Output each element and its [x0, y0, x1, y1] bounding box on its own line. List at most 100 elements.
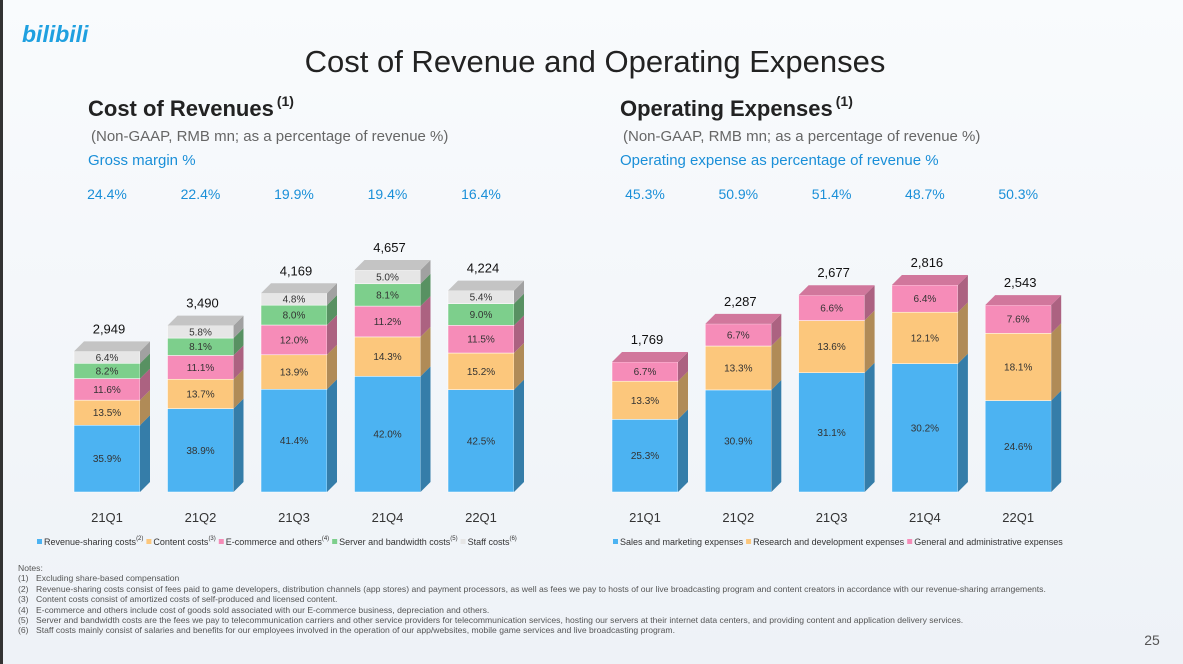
bar-side	[233, 398, 244, 492]
bar-side	[140, 368, 150, 401]
total-label: 2,287	[724, 294, 757, 309]
x-tick-label: 21Q1	[91, 510, 123, 525]
chart-title: Cost of Revenues	[88, 96, 274, 121]
bar-segment	[891, 284, 959, 313]
note-marker: (2)	[18, 583, 29, 594]
note-marker: (1)	[18, 573, 29, 584]
value-label: 13.5%	[93, 408, 121, 419]
ratio-label: 51.4%	[812, 186, 852, 202]
bar-segment	[984, 400, 1052, 493]
value-label: 12.1%	[911, 333, 939, 344]
bar-segment	[167, 408, 234, 493]
value-label: 14.3%	[373, 352, 401, 363]
notes-heading: Notes:	[18, 563, 43, 573]
total-label: 4,657	[373, 240, 406, 255]
note-marker: (4)	[18, 604, 29, 615]
bar-segment	[447, 389, 515, 493]
legend-swatch	[146, 539, 152, 544]
bar-side	[957, 353, 968, 492]
x-tick-label: 21Q3	[816, 510, 848, 525]
bar-segment	[260, 354, 328, 390]
ratio-label: 50.9%	[718, 186, 758, 202]
x-tick-label: 21Q4	[909, 510, 941, 525]
bar-side	[771, 379, 782, 492]
chart-subtitle: (Non-GAAP, RMB mn; as a percentage of re…	[623, 128, 980, 145]
total-label: 1,769	[631, 332, 664, 347]
x-tick-label: 21Q2	[185, 510, 217, 525]
value-label: 18.1%	[1004, 362, 1032, 373]
bar-segment	[73, 399, 141, 426]
bar-segment	[891, 363, 959, 493]
bar-side	[514, 379, 524, 492]
bar-segment	[611, 380, 679, 420]
value-label: 8.0%	[283, 311, 306, 322]
bar-segment	[260, 324, 328, 356]
bar-segment	[984, 333, 1052, 401]
value-label: 30.2%	[911, 423, 939, 434]
bar-side	[1051, 295, 1062, 334]
bar-side	[864, 362, 875, 492]
ratio-label: 24.4%	[87, 186, 127, 202]
legend-swatch	[332, 539, 338, 544]
bar-side	[420, 326, 431, 377]
bar-side	[327, 344, 337, 390]
bar-segment	[798, 372, 865, 493]
legend-note: (2)	[136, 536, 143, 542]
notes: Notes: (1) Excluding share-based compensa…	[18, 563, 1113, 636]
legend-label: Sales and marketing expenses	[620, 537, 744, 547]
value-label: 12.0%	[280, 335, 308, 346]
x-tick-label: 21Q3	[278, 510, 310, 525]
ratio-title: Operating expense as percentage of reven…	[620, 152, 939, 169]
note-text: Staff costs mainly consist of salaries a…	[36, 625, 675, 636]
total-label: 4,224	[467, 261, 500, 276]
bar-side	[233, 369, 244, 409]
value-label: 30.9%	[724, 436, 752, 447]
note-text: Excluding share-based compensation	[36, 573, 180, 584]
bar-segment	[705, 345, 772, 391]
bar-side	[514, 343, 524, 390]
chart-title-note: (1)	[277, 93, 294, 109]
legend-swatch	[460, 539, 466, 544]
note-marker: (3)	[18, 594, 29, 605]
total-label: 2,816	[911, 255, 944, 270]
bar-side	[514, 315, 524, 354]
bar-top	[448, 280, 524, 291]
bar-segment	[354, 376, 421, 493]
ratio-label: 19.4%	[368, 186, 408, 202]
total-label: 2,677	[817, 265, 850, 280]
legend-label: General and administrative expenses	[914, 537, 1063, 547]
note-marker: (5)	[18, 615, 29, 626]
bar-side	[420, 260, 431, 284]
bar-segment	[798, 320, 865, 373]
ratio-label: 45.3%	[625, 186, 665, 202]
bar-side	[327, 295, 337, 326]
legend-label: Server and bandwidth costs	[339, 537, 451, 547]
value-label: 4.8%	[283, 295, 306, 306]
value-label: 13.3%	[724, 363, 752, 374]
bar-side	[420, 273, 431, 307]
ratio-label: 48.7%	[905, 186, 945, 202]
value-label: 8.1%	[376, 290, 399, 301]
bar-segment	[447, 352, 515, 390]
ratio-label: 16.4%	[461, 186, 501, 202]
note-text: Server and bandwidth costs are the fees …	[36, 615, 964, 626]
page-number: 25	[1144, 632, 1160, 648]
value-label: 9.0%	[470, 310, 493, 321]
bar-segment	[354, 305, 421, 338]
value-label: 41.4%	[280, 436, 308, 447]
legend-label: Content costs	[153, 537, 209, 547]
bar-segment	[260, 389, 328, 493]
total-label: 2,543	[1004, 275, 1037, 290]
bar-side	[420, 366, 431, 492]
chart-subtitle: (Non-GAAP, RMB mn; as a percentage of re…	[91, 128, 448, 145]
bar-side	[140, 390, 150, 426]
bar-side	[864, 310, 875, 373]
x-tick-label: 22Q1	[1002, 510, 1034, 525]
bar-side	[678, 371, 688, 420]
bar-side	[327, 283, 337, 306]
bar-side	[140, 353, 150, 379]
note-marker: (6)	[18, 625, 29, 636]
bar-side	[514, 280, 524, 304]
legend-swatch	[37, 539, 42, 544]
